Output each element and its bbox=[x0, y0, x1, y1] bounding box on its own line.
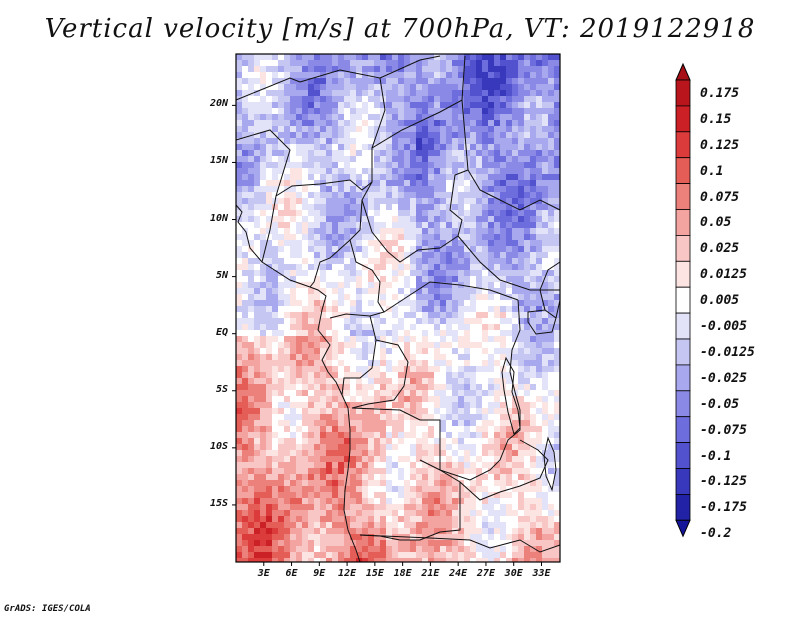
colorbar-label: 0.025 bbox=[700, 241, 740, 257]
colorbar-segment bbox=[675, 493, 691, 521]
colorbar-label: -0.05 bbox=[700, 396, 740, 412]
colorbar-label: -0.005 bbox=[700, 319, 747, 335]
colorbar-top-arrow bbox=[675, 62, 691, 81]
colorbar-label: 0.0125 bbox=[700, 267, 747, 283]
colorbar-segment bbox=[675, 105, 691, 133]
colorbar-label: 0.05 bbox=[700, 215, 732, 231]
map-frame bbox=[235, 53, 561, 563]
border-chad bbox=[361, 99, 469, 263]
chart-title: Vertical velocity [m/s] at 700hPa, VT: 2… bbox=[44, 14, 756, 44]
colorbar-segment bbox=[675, 209, 691, 236]
lon-label: 30E bbox=[504, 568, 523, 579]
border-mali-algeria bbox=[235, 55, 441, 197]
colorbar-segment bbox=[675, 338, 691, 366]
colorbar-segment bbox=[675, 442, 691, 469]
colorbar-label: -0.2 bbox=[700, 526, 732, 542]
colorbar-segment bbox=[675, 416, 691, 444]
lat-label: 10S bbox=[209, 440, 228, 452]
coastline-west bbox=[235, 204, 361, 563]
lat-label: 20N bbox=[209, 98, 228, 110]
lon-label: 3E bbox=[257, 568, 270, 579]
border-car bbox=[383, 281, 519, 313]
colorbar-label: 0.125 bbox=[700, 137, 740, 153]
lat-label: 15S bbox=[209, 497, 228, 509]
border-angola bbox=[351, 407, 461, 541]
lon-label: 18E bbox=[393, 568, 412, 579]
colorbar-label: -0.1 bbox=[700, 448, 732, 464]
lat-label: 5N bbox=[215, 269, 228, 281]
lon-label: 15E bbox=[365, 568, 384, 579]
colorbar-label: 0.175 bbox=[700, 85, 740, 101]
lat-label: 10N bbox=[209, 212, 228, 224]
colorbar bbox=[675, 62, 691, 538]
colorbar-label: 0.005 bbox=[700, 293, 740, 309]
colorbar-label: -0.075 bbox=[700, 422, 747, 438]
lon-label: 33E bbox=[532, 568, 551, 579]
lat-label: EQ bbox=[215, 326, 228, 338]
colorbar-label: 0.075 bbox=[700, 189, 740, 205]
axis-ticks bbox=[232, 104, 542, 566]
colorbar-label: -0.175 bbox=[700, 500, 747, 516]
lon-label: 21E bbox=[421, 568, 440, 579]
colorbar-segment bbox=[675, 468, 691, 495]
lon-label: 12E bbox=[338, 568, 357, 579]
border-drc-east bbox=[419, 299, 521, 481]
colorbar-segment bbox=[675, 364, 691, 392]
border-zambia bbox=[459, 439, 549, 501]
colorbar-segment bbox=[675, 286, 691, 314]
colorbar-label: 0.15 bbox=[700, 111, 732, 127]
border-namibia bbox=[359, 534, 561, 553]
lat-label: 15N bbox=[209, 155, 228, 167]
colorbar-label: -0.125 bbox=[700, 474, 747, 490]
colorbar-label: -0.025 bbox=[700, 370, 747, 386]
colorbar-segment bbox=[675, 234, 691, 262]
colorbar-segment bbox=[675, 390, 691, 418]
colorbar-segment bbox=[675, 260, 691, 288]
colorbar-segment bbox=[675, 183, 691, 210]
border-nigeria bbox=[261, 195, 363, 288]
country-borders bbox=[235, 55, 561, 563]
colorbar-label: 0.1 bbox=[700, 163, 724, 179]
border-kenya-tanzania bbox=[539, 261, 561, 319]
lake-malawi bbox=[543, 436, 557, 492]
lon-label: 27E bbox=[476, 568, 495, 579]
border-congo-drc bbox=[341, 315, 409, 409]
colorbar-segment bbox=[675, 157, 691, 184]
border-cameroon bbox=[329, 239, 385, 319]
lake-tanganyika bbox=[501, 356, 521, 435]
lon-label: 24E bbox=[449, 568, 468, 579]
lon-label: 9E bbox=[313, 568, 326, 579]
lat-label: 5S bbox=[215, 383, 228, 395]
colorbar-label: -0.0125 bbox=[700, 344, 755, 360]
lon-label: 6E bbox=[285, 568, 298, 579]
vertical-velocity-field bbox=[236, 54, 560, 562]
colorbar-bottom-arrow bbox=[675, 519, 691, 538]
colorbar-segment bbox=[675, 312, 691, 340]
colorbar-segment bbox=[675, 131, 691, 159]
colorbar-segment bbox=[675, 79, 691, 107]
grads-credit: GrADS: IGES/COLA bbox=[4, 604, 91, 614]
